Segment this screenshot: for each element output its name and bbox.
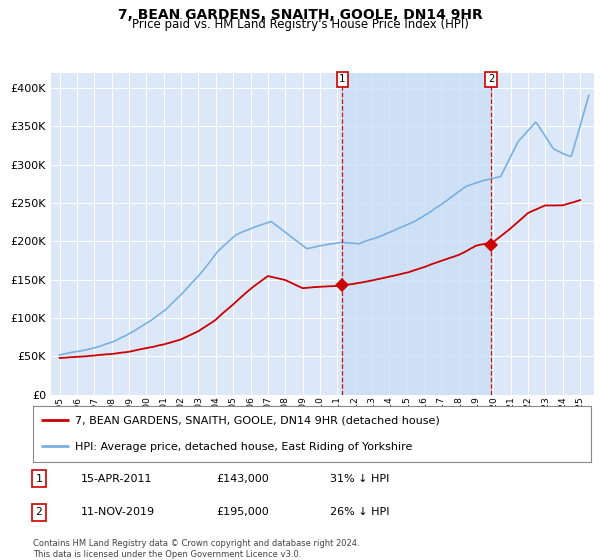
Text: Price paid vs. HM Land Registry's House Price Index (HPI): Price paid vs. HM Land Registry's House … [131,18,469,31]
Text: Contains HM Land Registry data © Crown copyright and database right 2024.
This d: Contains HM Land Registry data © Crown c… [33,539,359,559]
Text: 1: 1 [339,74,346,85]
Text: 26% ↓ HPI: 26% ↓ HPI [330,507,389,517]
Text: £143,000: £143,000 [216,474,269,484]
Bar [342,73,491,395]
Text: £195,000: £195,000 [216,507,269,517]
Text: 2: 2 [488,74,494,85]
Text: HPI: Average price, detached house, East Riding of Yorkshire: HPI: Average price, detached house, East… [75,442,412,452]
Text: 11-NOV-2019: 11-NOV-2019 [81,507,155,517]
Text: 15-APR-2011: 15-APR-2011 [81,474,152,484]
Text: 2: 2 [35,507,43,517]
Text: 7, BEAN GARDENS, SNAITH, GOOLE, DN14 9HR: 7, BEAN GARDENS, SNAITH, GOOLE, DN14 9HR [118,8,482,22]
Text: 7, BEAN GARDENS, SNAITH, GOOLE, DN14 9HR (detached house): 7, BEAN GARDENS, SNAITH, GOOLE, DN14 9HR… [75,416,440,426]
Text: 31% ↓ HPI: 31% ↓ HPI [330,474,389,484]
Text: 1: 1 [35,474,43,484]
